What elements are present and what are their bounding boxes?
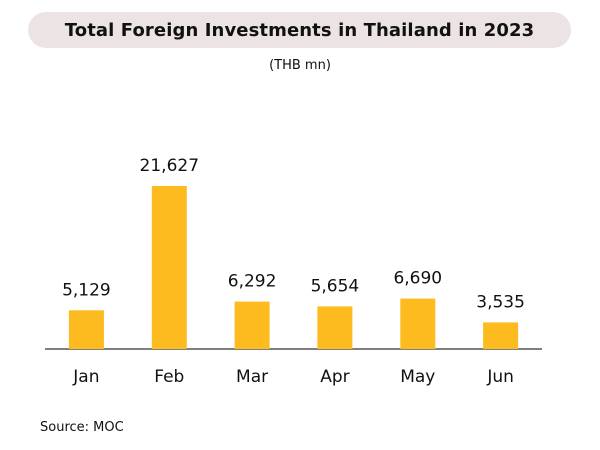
x-tick-label-may: May (400, 367, 435, 387)
bar-jun (483, 322, 519, 349)
x-tick-label-mar: Mar (236, 367, 268, 387)
x-tick-label-apr: Apr (320, 367, 349, 387)
bar-feb (151, 186, 187, 349)
bar-may (400, 298, 436, 349)
data-label-feb: 21,627 (140, 156, 199, 176)
x-tick-label-jan: Jan (72, 367, 99, 387)
bar-apr (317, 306, 353, 349)
bar-jan (68, 310, 104, 349)
chart-title: Total Foreign Investments in Thailand in… (64, 19, 535, 41)
data-label-jan: 5,129 (62, 280, 111, 300)
data-label-apr: 5,654 (311, 276, 360, 296)
source-note: Source: MOC (40, 420, 124, 435)
bar-mar (234, 301, 270, 349)
data-label-mar: 6,292 (228, 272, 277, 292)
chart-title-banner: Total Foreign Investments in Thailand in… (28, 12, 571, 48)
x-tick-label-feb: Feb (154, 367, 184, 387)
data-label-jun: 3,535 (476, 292, 525, 312)
chart-unit-subtitle: (THB mn) (269, 58, 331, 73)
x-tick-label-jun: Jun (486, 367, 514, 387)
data-label-may: 6,690 (393, 269, 442, 289)
